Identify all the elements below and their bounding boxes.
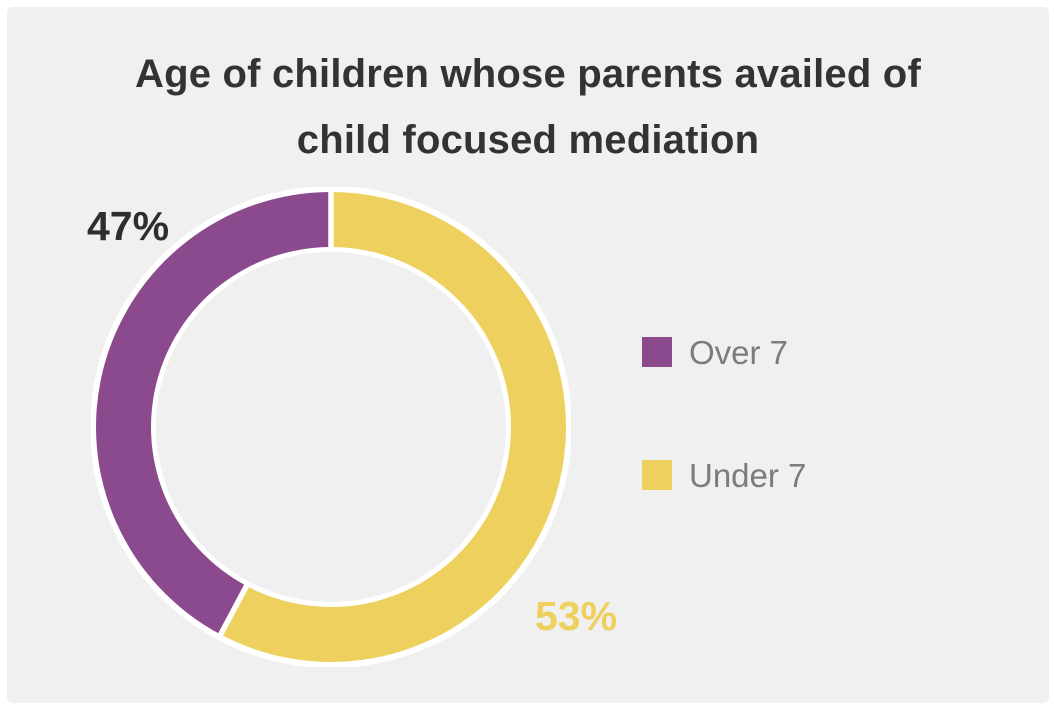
chart-title-line-1: Age of children whose parents availed of [135,52,921,96]
chart-card: Age of children whose parents availed of… [7,7,1049,703]
data-label-under-7: 53% [535,593,618,639]
segment-separator [216,574,255,640]
legend-swatch-under-7 [642,460,672,490]
legend-label-over-7: Over 7 [689,333,789,371]
data-label-over-7: 47% [87,203,170,249]
chart-title: Age of children whose parents availed of… [7,41,1049,173]
donut-chart-container [91,187,571,667]
donut-segment-under-7 [220,192,567,662]
legend-label-under-7: Under 7 [689,456,807,494]
donut-chart [91,187,571,667]
legend-swatch-over-7 [642,337,672,367]
chart-title-line-2: child focused mediation [296,118,760,162]
donut-segment-over-7 [96,192,331,635]
legend-item-under-7: Under 7 [642,456,807,494]
legend: Over 7 Under 7 [642,333,807,583]
legend-item-over-7: Over 7 [642,333,806,371]
donut-hole [156,252,506,602]
